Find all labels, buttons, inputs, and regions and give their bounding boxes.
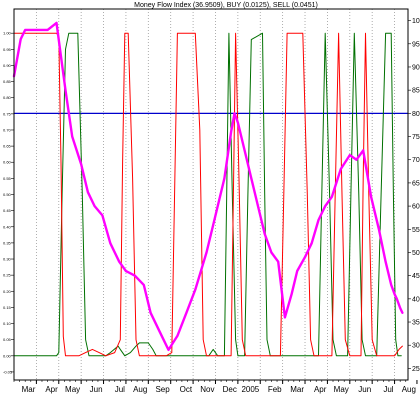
left-tick-label: 0.05 — [3, 337, 12, 342]
x-tick-label: Mar — [290, 385, 304, 394]
x-tick-label: Mar — [22, 385, 36, 394]
x-tick-label: Jul — [115, 385, 125, 394]
right-tick-label: 30 — [412, 343, 420, 350]
money-flow-index-line — [12, 21, 404, 352]
left-tick-label: 0.60 — [3, 160, 12, 165]
right-tick-label: 65 — [412, 180, 420, 187]
x-tick-label: 2005 — [241, 385, 259, 394]
left-tick-label: 0.85 — [3, 79, 12, 84]
chart-title: Money Flow Index (36.9509), BUY (0.0125)… — [134, 2, 318, 9]
left-tick-label: 0.00 — [3, 353, 12, 358]
left-tick-label: 0.30 — [3, 257, 12, 262]
right-tick-label: 60 — [412, 204, 420, 211]
left-tick-label: 0.15 — [3, 305, 12, 310]
x-tick-label: Jun — [358, 385, 371, 394]
series-layer — [12, 21, 404, 357]
left-tick-label: 0.50 — [3, 192, 12, 197]
right-tick-label: 50 — [412, 250, 420, 257]
x-tick-label: May — [65, 385, 80, 394]
right-tick-label: 90 — [412, 64, 420, 71]
left-tick-label: 0.75 — [3, 111, 12, 116]
x-tick-label: Nov — [200, 385, 214, 394]
x-tick-label: Aug — [402, 385, 416, 394]
sell-signal-line — [13, 32, 403, 357]
buy-signal-line — [13, 32, 402, 357]
left-tick-label: 0.45 — [3, 208, 12, 213]
left-tick-label: 0.65 — [3, 144, 12, 149]
right-tick-label: 70 — [412, 157, 420, 164]
left-tick-label: 0.40 — [3, 224, 12, 229]
x-tick-label: Dec — [223, 385, 237, 394]
right-tick-label: 85 — [412, 88, 420, 95]
x-tick-label: Apr — [45, 385, 58, 394]
left-tick-label: 0.70 — [3, 127, 12, 132]
x-tick-label: Jun — [90, 385, 103, 394]
left-tick-label: 0.95 — [3, 47, 12, 52]
right-tick-label: 35 — [412, 320, 420, 327]
left-tick-label: 0.20 — [3, 289, 12, 294]
left-tick-label: 0.25 — [3, 273, 12, 278]
x-tick-label: May — [334, 385, 349, 394]
right-tick-label: 25 — [412, 366, 420, 373]
right-tick-label: 55 — [412, 227, 420, 234]
left-tick-label: -0.05 — [3, 369, 13, 374]
left-tick-label: 0.80 — [3, 95, 12, 100]
x-tick-label: Jul — [383, 385, 393, 394]
right-tick-label: 40 — [412, 296, 420, 303]
right-tick-label: 100 — [412, 18, 420, 25]
x-tick-label: Aug — [133, 385, 147, 394]
x-tick-label: Oct — [180, 385, 193, 394]
left-tick-label: 0.90 — [3, 63, 12, 68]
left-tick-label: 1.00 — [3, 31, 12, 36]
left-tick-label: 0.10 — [3, 321, 12, 326]
left-tick-label: 0.35 — [3, 240, 12, 245]
left-tick-label: 0.55 — [3, 176, 12, 181]
x-tick-label: Apr — [314, 385, 327, 394]
right-tick-label: 80 — [412, 111, 420, 118]
x-tick-label: Sep — [155, 385, 170, 394]
right-tick-label: 95 — [412, 41, 420, 48]
x-tick-label: Feb — [268, 385, 282, 394]
right-tick-label: 45 — [412, 273, 420, 280]
right-tick-label: 75 — [412, 134, 420, 141]
axis-layer: Mar Apr May Jun Jul Aug Sep Oct Nov Dec 2005 Feb Mar… — [3, 8, 420, 394]
